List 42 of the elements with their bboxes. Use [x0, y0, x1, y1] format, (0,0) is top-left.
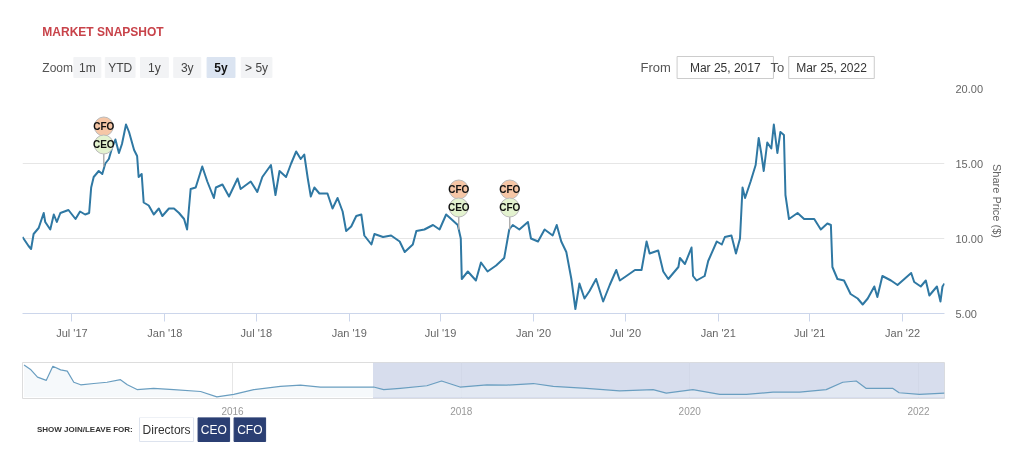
y-tick-label: 5.00	[955, 307, 977, 320]
text: YTD	[108, 60, 133, 75]
x-tick-label: 2020	[678, 405, 702, 417]
x-tick-label: Jan '21	[700, 326, 736, 339]
annotation: CFO	[499, 184, 521, 195]
text: Directors	[142, 422, 191, 437]
chart-title: MARKET SNAPSHOT	[42, 24, 165, 39]
text: 1y	[148, 60, 161, 75]
x-tick-label: Jul '19	[424, 326, 457, 339]
text: To	[770, 60, 785, 75]
x-tick-label: Jul '18	[240, 326, 273, 339]
annotation: CFO	[93, 121, 115, 132]
annotation: CEO	[92, 139, 115, 150]
x-tick-label: Jul '17	[56, 326, 88, 339]
y-tick-label: 20.00	[955, 82, 984, 95]
x-tick-label: 2016	[221, 405, 245, 417]
y-axis-title: Share Price ($)	[991, 164, 1004, 238]
annotation: CFO	[448, 184, 470, 195]
text: CEO	[200, 422, 227, 437]
x-tick-label: 2018	[450, 405, 473, 417]
y-tick-label: 10.00	[955, 232, 984, 245]
text: CFO	[237, 422, 263, 437]
text: From	[640, 60, 671, 75]
text: Mar 25, 2017	[689, 60, 761, 75]
text: 3y	[180, 60, 194, 75]
x-tick-label: Jul '21	[793, 326, 826, 339]
annotation: CEO	[447, 202, 470, 213]
text: 1m	[78, 60, 96, 75]
text: SHOW JOIN/LEAVE FOR:	[36, 425, 133, 434]
x-tick-label: Jan '22	[885, 326, 921, 339]
text: 5y	[214, 60, 229, 75]
text: Zoom	[42, 60, 73, 75]
x-tick-label: 2022	[907, 405, 931, 417]
x-tick-label: Jul '20	[609, 326, 642, 339]
x-tick-label: Jan '20	[515, 326, 552, 339]
line-series	[22, 123, 945, 310]
text: > 5y	[245, 60, 269, 75]
annotation: CFO	[499, 202, 521, 213]
x-tick-label: Jan '18	[147, 326, 183, 339]
y-tick-label: 15.00	[955, 157, 984, 170]
text: Mar 25, 2022	[796, 60, 868, 75]
x-tick-label: Jan '19	[331, 326, 367, 339]
